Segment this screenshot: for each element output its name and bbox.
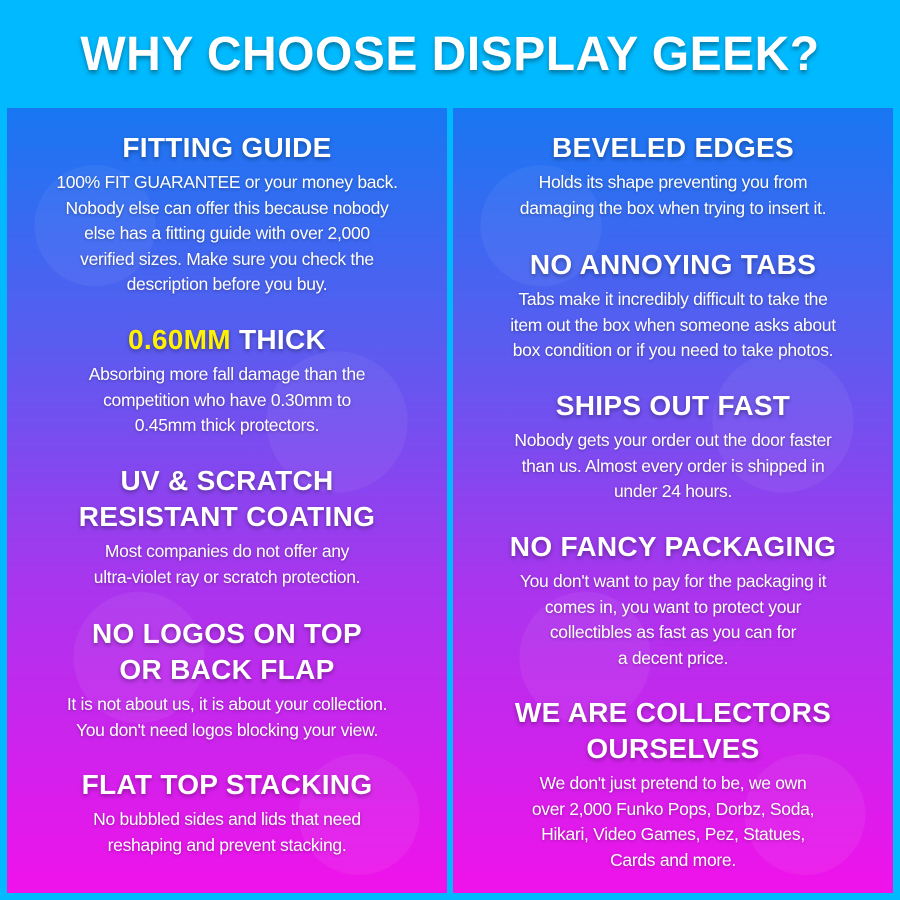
- feature-heading: 0.60MM THICK: [7, 322, 447, 358]
- body-line: Nobody else can offer this because nobod…: [65, 197, 389, 218]
- body-line: Hikari, Video Games, Pez, Statues,: [541, 824, 805, 844]
- feature-body: Holds its shape preventing you from dama…: [453, 170, 893, 221]
- feature-body: Most companies do not offer any ultra-vi…: [7, 539, 447, 590]
- body-line: over 2,000 Funko Pops, Dorbz, Soda,: [531, 798, 815, 819]
- feature-body: Tabs make it incredibly difficult to tak…: [453, 287, 893, 364]
- feature-body: Nobody gets your order out the door fast…: [453, 428, 893, 505]
- body-line: a decent price.: [617, 647, 729, 668]
- body-line: No bubbled sides and lids that need: [93, 809, 361, 829]
- heading-line: UV & SCRATCH: [120, 465, 334, 496]
- feature-body: Absorbing more fall damage than the comp…: [7, 362, 447, 439]
- feature-uv-coating: UV & SCRATCH RESISTANT COATING Most comp…: [7, 463, 447, 590]
- right-feature-panel: BEVELED EDGES Holds its shape preventing…: [453, 108, 893, 893]
- body-line: You don't need logos blocking your view.: [75, 719, 379, 740]
- body-line: 0.45mm thick protectors.: [134, 415, 320, 435]
- heading-line: OR BACK FLAP: [119, 654, 335, 685]
- body-line: 100% FIT GUARANTEE or your money back.: [56, 172, 398, 192]
- feature-heading: BEVELED EDGES: [552, 132, 794, 163]
- feature-body: You don't want to pay for the packaging …: [453, 569, 893, 671]
- feature-heading: NO FANCY PACKAGING: [509, 531, 837, 562]
- body-line: description before you buy.: [126, 274, 328, 294]
- page-title: WHY CHOOSE DISPLAY GEEK?: [80, 28, 820, 81]
- body-line: comes in, you want to protect your: [544, 596, 802, 617]
- body-line: verified sizes. Make sure you check the: [80, 248, 374, 269]
- feature-body: No bubbled sides and lids that need resh…: [7, 807, 447, 858]
- feature-no-logos: NO LOGOS ON TOP OR BACK FLAP It is not a…: [7, 616, 447, 743]
- feature-ships-fast: SHIPS OUT FAST Nobody gets your order ou…: [453, 388, 893, 505]
- left-feature-panel: FITTING GUIDE 100% FIT GUARANTEE or your…: [7, 108, 447, 893]
- heading-line: OURSELVES: [586, 733, 760, 764]
- feature-beveled-edges: BEVELED EDGES Holds its shape preventing…: [453, 130, 893, 221]
- body-line: under 24 hours.: [613, 481, 733, 501]
- body-line: ultra-violet ray or scratch protection.: [93, 566, 361, 587]
- feature-fitting-guide: FITTING GUIDE 100% FIT GUARANTEE or your…: [7, 130, 447, 298]
- body-line: Holds its shape preventing you from: [538, 172, 808, 192]
- body-line: competition who have 0.30mm to: [103, 389, 351, 410]
- heading-line: RESISTANT COATING: [78, 501, 376, 532]
- body-line: damaging the box when trying to insert i…: [519, 197, 827, 218]
- heading-text: THICK: [239, 324, 327, 355]
- body-line: reshaping and prevent stacking.: [107, 834, 347, 855]
- feature-heading: FITTING GUIDE: [122, 132, 332, 163]
- feature-no-fancy-packaging: NO FANCY PACKAGING You don't want to pay…: [453, 529, 893, 671]
- body-line: You don't want to pay for the packaging …: [519, 571, 827, 591]
- body-line: We don't just pretend to be, we own: [539, 773, 807, 793]
- feature-flat-top: FLAT TOP STACKING No bubbled sides and l…: [7, 767, 447, 858]
- feature-body: We don't just pretend to be, we own over…: [453, 771, 893, 873]
- body-line: It is not about us, it is about your col…: [66, 694, 388, 714]
- body-line: collectibles as fast as you can for: [549, 622, 797, 642]
- body-line: Most companies do not offer any: [104, 541, 350, 561]
- feature-heading: WE ARE COLLECTORS OURSELVES: [453, 695, 893, 767]
- feature-no-tabs: NO ANNOYING TABS Tabs make it incredibly…: [453, 247, 893, 364]
- body-line: item out the box when someone asks about: [510, 314, 836, 335]
- body-line: else has a fitting guide with over 2,000: [84, 223, 370, 243]
- feature-heading: SHIPS OUT FAST: [555, 390, 791, 421]
- body-line: Tabs make it incredibly difficult to tak…: [518, 289, 828, 309]
- heading-line: NO LOGOS ON TOP: [91, 618, 362, 649]
- body-line: box condition or if you need to take pho…: [512, 340, 834, 360]
- body-line: than us. Almost every order is shipped i…: [521, 455, 825, 476]
- heading-highlight: 0.60MM: [127, 324, 231, 355]
- feature-heading: FLAT TOP STACKING: [81, 769, 373, 800]
- feature-heading: NO ANNOYING TABS: [529, 249, 817, 280]
- body-line: Absorbing more fall damage than the: [88, 364, 366, 384]
- feature-heading: NO LOGOS ON TOP OR BACK FLAP: [7, 616, 447, 688]
- feature-thickness: 0.60MM THICK Absorbing more fall damage …: [7, 322, 447, 439]
- feature-collectors: WE ARE COLLECTORS OURSELVES We don't jus…: [453, 695, 893, 873]
- body-line: Cards and more.: [610, 849, 736, 870]
- feature-body: 100% FIT GUARANTEE or your money back. N…: [7, 170, 447, 298]
- feature-body: It is not about us, it is about your col…: [7, 692, 447, 743]
- heading-line: WE ARE COLLECTORS: [514, 697, 832, 728]
- body-line: Nobody gets your order out the door fast…: [514, 430, 832, 450]
- feature-heading: UV & SCRATCH RESISTANT COATING: [7, 463, 447, 535]
